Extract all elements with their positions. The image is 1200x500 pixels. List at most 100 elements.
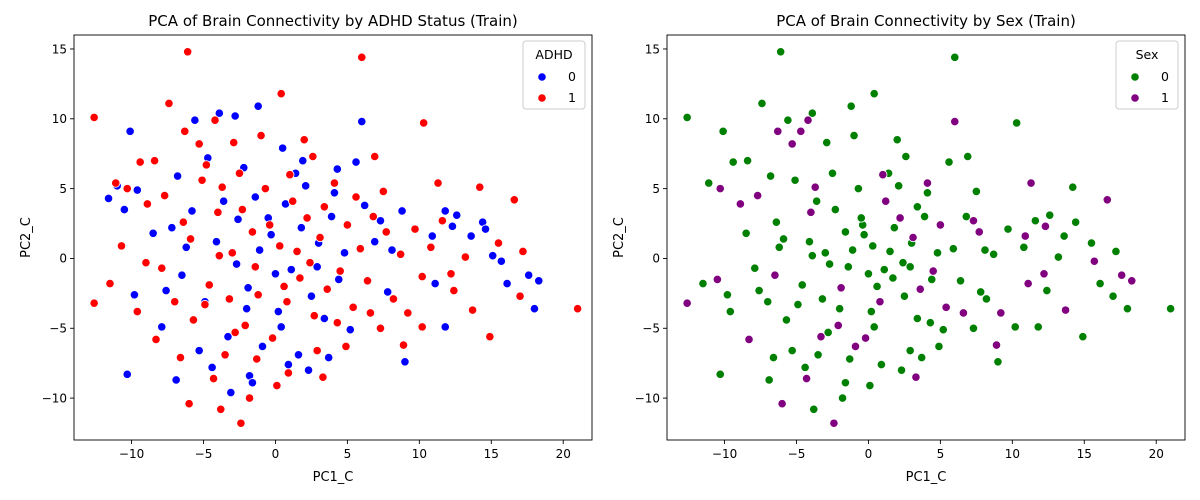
data-point — [989, 249, 999, 259]
data-point — [892, 135, 902, 145]
data-point — [339, 248, 350, 258]
data-point — [899, 291, 910, 301]
data-point — [816, 332, 826, 342]
x-tick-label: −10 — [119, 447, 144, 461]
data-point — [122, 184, 132, 194]
data-point — [427, 231, 437, 241]
data-point — [896, 365, 907, 375]
data-point — [806, 207, 816, 217]
data-point — [345, 325, 355, 335]
data-point — [1059, 231, 1069, 241]
data-point — [754, 285, 764, 296]
data-point — [765, 171, 776, 181]
data-point — [447, 221, 458, 231]
data-point — [728, 157, 738, 167]
data-point — [324, 353, 334, 363]
data-point — [529, 304, 540, 314]
data-point — [879, 265, 889, 275]
data-point — [974, 227, 984, 237]
data-point — [783, 115, 793, 125]
data-point — [360, 200, 370, 210]
data-point — [351, 157, 361, 167]
data-point — [417, 322, 427, 332]
axes-frame — [73, 34, 593, 441]
data-point — [103, 193, 114, 203]
data-point — [250, 262, 260, 272]
legend-title: ADHD — [535, 47, 572, 62]
data-point — [326, 211, 337, 222]
data-point — [148, 228, 158, 238]
data-point — [768, 353, 779, 363]
data-point — [888, 273, 898, 283]
data-point — [293, 350, 304, 360]
data-point — [322, 284, 332, 294]
data-point — [452, 210, 462, 220]
legend-marker — [537, 72, 547, 82]
data-point — [171, 375, 181, 385]
data-point — [184, 399, 194, 409]
data-point — [1078, 332, 1088, 342]
x-tick-label: 10 — [1005, 447, 1020, 461]
data-point — [846, 101, 856, 111]
y-axis-label: PC2_C — [612, 217, 627, 258]
data-point — [226, 387, 236, 398]
data-point — [332, 318, 342, 328]
data-point — [173, 171, 183, 181]
data-point — [296, 223, 306, 233]
data-point — [135, 157, 145, 167]
data-point — [142, 199, 152, 209]
data-point — [467, 305, 478, 315]
data-point — [801, 373, 812, 384]
data-point — [787, 346, 797, 356]
legend: ADHD 0 1 — [522, 40, 586, 110]
data-point — [744, 334, 754, 345]
data-point — [388, 294, 399, 304]
data-point — [430, 278, 440, 289]
data-point — [820, 248, 830, 258]
data-point — [853, 184, 863, 194]
y-tick-label: 15 — [645, 42, 660, 56]
data-point — [773, 126, 783, 136]
data-point — [963, 151, 973, 162]
chart-panel-1: PCA of Brain Connectivity by ADHD Status… — [19, 12, 593, 485]
data-point — [1045, 210, 1055, 220]
data-point — [1166, 304, 1176, 314]
data-point — [980, 245, 990, 255]
data-point — [509, 195, 519, 205]
legend-marker — [1130, 93, 1140, 103]
data-point — [214, 251, 224, 261]
data-point — [319, 313, 329, 324]
data-point — [375, 323, 386, 333]
data-point — [188, 315, 199, 325]
data-point — [299, 135, 309, 145]
data-point — [524, 270, 534, 280]
data-point — [948, 244, 958, 254]
data-point — [1012, 118, 1022, 128]
data-point — [194, 346, 204, 356]
data-point — [912, 202, 922, 212]
data-point — [460, 252, 470, 262]
data-point — [334, 274, 344, 284]
data-point — [1102, 195, 1112, 205]
data-point — [1030, 216, 1040, 226]
legend-entry-label: 1 — [568, 90, 576, 105]
data-point — [922, 178, 933, 188]
data-point — [800, 362, 810, 372]
data-point — [996, 308, 1006, 318]
data-point — [905, 262, 915, 272]
data-point — [312, 262, 322, 272]
data-point — [1060, 305, 1071, 315]
data-point — [175, 353, 186, 363]
data-point — [968, 323, 979, 333]
data-point — [342, 220, 352, 230]
data-point — [778, 234, 789, 244]
data-point — [1086, 238, 1097, 248]
data-point — [312, 346, 322, 356]
data-point — [804, 237, 815, 247]
data-point — [255, 245, 265, 255]
data-point — [971, 186, 981, 197]
data-point — [917, 353, 927, 363]
data-point — [227, 248, 237, 258]
data-point — [306, 291, 317, 301]
